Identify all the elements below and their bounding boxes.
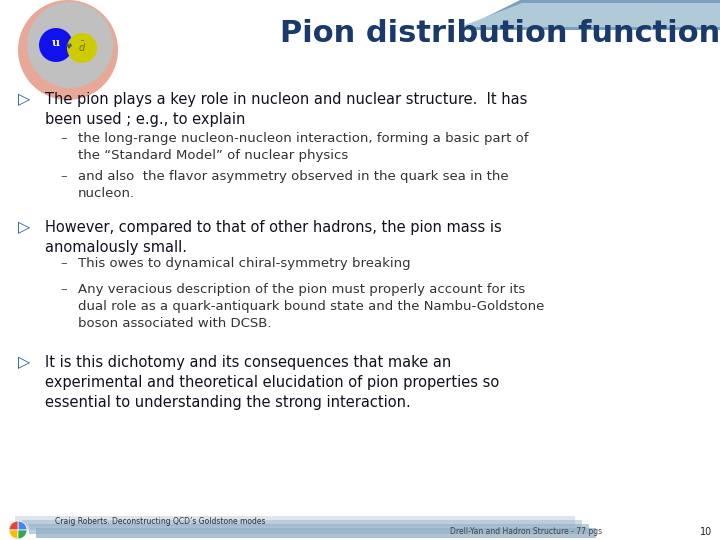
FancyBboxPatch shape xyxy=(29,524,589,534)
Text: –: – xyxy=(60,132,67,145)
Text: Pion distribution function: Pion distribution function xyxy=(280,19,720,49)
Text: and also  the flavor asymmetry observed in the quark sea in the
nucleon.: and also the flavor asymmetry observed i… xyxy=(78,170,508,200)
Polygon shape xyxy=(460,3,720,27)
Circle shape xyxy=(27,2,113,88)
Wedge shape xyxy=(9,530,18,539)
Circle shape xyxy=(39,28,73,62)
Polygon shape xyxy=(460,0,720,30)
Text: This owes to dynamical chiral-symmetry breaking: This owes to dynamical chiral-symmetry b… xyxy=(78,257,410,270)
Text: –: – xyxy=(60,257,67,270)
Text: Any veracious description of the pion must properly account for its
dual role as: Any veracious description of the pion mu… xyxy=(78,283,544,330)
FancyBboxPatch shape xyxy=(22,520,582,530)
Text: However, compared to that of other hadrons, the pion mass is
anomalously small.: However, compared to that of other hadro… xyxy=(45,220,502,255)
Text: ▷: ▷ xyxy=(18,355,30,370)
Text: It is this dichotomy and its consequences that make an
experimental and theoreti: It is this dichotomy and its consequence… xyxy=(45,355,499,410)
Wedge shape xyxy=(18,521,27,530)
Text: 10: 10 xyxy=(700,527,712,537)
Circle shape xyxy=(18,0,118,100)
Text: –: – xyxy=(60,170,67,183)
Text: –: – xyxy=(60,283,67,296)
FancyBboxPatch shape xyxy=(36,528,596,538)
FancyBboxPatch shape xyxy=(15,516,575,526)
Text: $\bar{d}$: $\bar{d}$ xyxy=(78,40,86,54)
Text: Craig Roberts. Deconstructing QCD’s Goldstone modes: Craig Roberts. Deconstructing QCD’s Gold… xyxy=(55,517,266,526)
Text: The pion plays a key role in nucleon and nuclear structure.  It has
been used ; : The pion plays a key role in nucleon and… xyxy=(45,92,527,127)
Text: the long-range nucleon-nucleon interaction, forming a basic part of
the “Standar: the long-range nucleon-nucleon interacti… xyxy=(78,132,528,162)
Wedge shape xyxy=(18,530,27,539)
Text: Drell-Yan and Hadron Structure - 77 pgs: Drell-Yan and Hadron Structure - 77 pgs xyxy=(450,528,602,537)
Wedge shape xyxy=(9,521,18,530)
Text: ▷: ▷ xyxy=(18,220,30,235)
Text: u: u xyxy=(52,37,60,49)
Circle shape xyxy=(67,33,97,63)
Text: ▷: ▷ xyxy=(18,92,30,107)
